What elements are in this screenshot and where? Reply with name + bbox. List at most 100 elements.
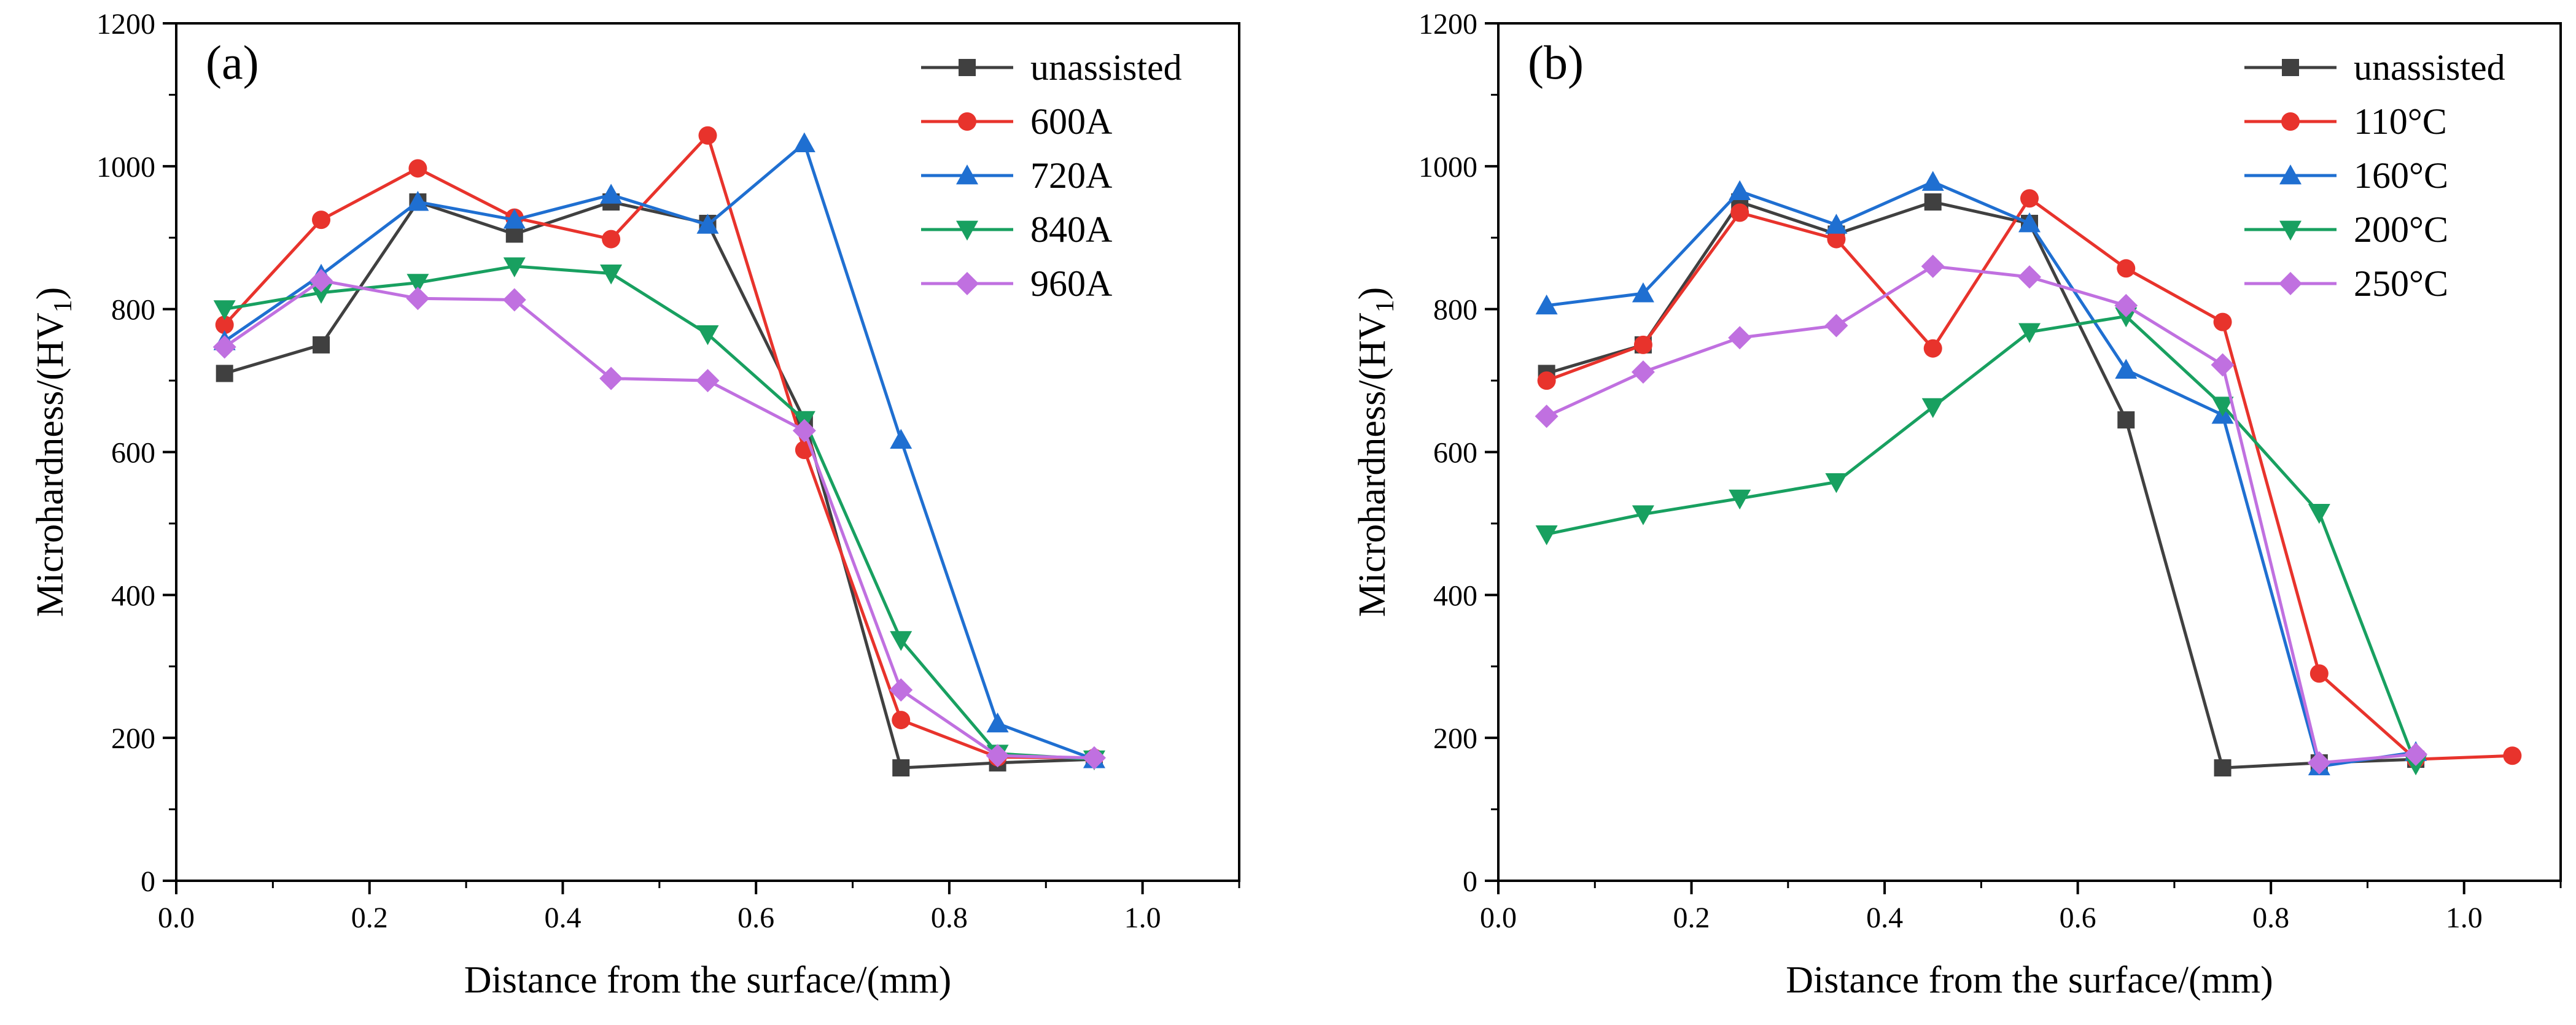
data-point [1632,282,1654,303]
legend-marker [956,164,978,185]
data-point [2404,742,2428,766]
data-point [2309,664,2329,683]
panel-b: 0.0 0.2 0.4 0.6 0.8 1.0 0 200 400 600 800 1000 1200 D… [1352,8,2562,1001]
legend-marker [2279,220,2302,241]
data-point [1921,398,1944,419]
y-tick-label: 0 [141,865,155,898]
data-point [892,711,911,730]
data-point [889,678,913,702]
panel-a: 0.0 0.2 0.4 0.6 0.8 1.0 0 200 400 600 800 1000 1200 D… [29,8,1240,1001]
series-110-c [1537,189,2522,769]
data-point [2117,411,2135,429]
legend-label: 110°C [2354,101,2447,142]
y-tick-label: 800 [1433,294,1477,327]
data-point [599,366,623,390]
data-point [2114,293,2138,317]
series-200-c [1535,307,2427,776]
y-axis-title: Microhardness/(HV1) [1352,287,1399,617]
data-point [213,300,236,320]
y-tick-label: 600 [111,437,155,470]
data-point [1082,746,1106,770]
data-point [215,315,234,335]
y-tick-label: 1200 [1418,8,1477,41]
legend-label: 720A [1030,155,1112,196]
data-point [1729,180,1751,200]
data-point [1633,335,1652,354]
data-point [309,269,333,293]
series-line [224,142,1095,761]
data-point [1535,404,1558,428]
series-line [1546,265,2416,765]
x-tick-label: 0.4 [1866,902,1903,934]
data-point [2213,312,2232,331]
data-point [1535,525,1558,546]
data-point [2211,396,2234,417]
data-point [1825,214,1848,234]
y-tick-label: 200 [111,722,155,755]
legend-label: unassisted [1030,47,1182,88]
legend-marker [2281,112,2300,131]
data-point [696,214,719,234]
data-point [407,274,429,294]
data-point [986,712,1009,733]
data-point [2214,759,2232,777]
legend-marker [955,272,979,295]
x-axis-title: Distance from the surface/(mm) [464,959,952,1001]
series-960a [212,269,1106,770]
y-axis-title-subscript: 1 [1371,300,1399,312]
data-point [312,211,331,230]
y-tick-label: 600 [1433,437,1477,470]
series-line [224,200,1095,770]
data-point [2020,189,2039,208]
data-point [2307,751,2331,775]
data-point [1825,473,1848,493]
data-point [2018,212,2041,233]
x-tick-label: 0.0 [1480,902,1517,934]
data-point [698,126,717,145]
legend-label: 600A [1030,101,1112,142]
y-tick-label: 800 [111,294,155,327]
data-point [2211,353,2235,377]
x-tick-label: 1.0 [2446,902,2483,934]
legend-marker [956,220,978,241]
data-point [1632,505,1654,525]
data-point [2018,323,2041,343]
y-tick-label: 0 [1463,865,1477,898]
plot-frame [175,22,1240,882]
data-point [1535,294,1558,315]
data-point [1827,230,1846,249]
data-point [600,265,623,285]
y-tick-label: 1000 [1418,151,1477,184]
y-tick-label: 1000 [96,151,155,184]
series-line [224,279,1095,760]
y-tick-label: 400 [111,579,155,612]
y-tick-label: 1200 [96,8,155,41]
data-point [502,288,526,312]
legend-marker [2279,164,2302,185]
x-axis-title: Distance from the surface/(mm) [1786,959,2273,1001]
legend-label: 840A [1030,209,1112,250]
legend-marker [2279,272,2302,295]
x-tick-label: 0.2 [351,902,388,934]
x-tick-label: 1.0 [1124,902,1161,934]
legend-label: 960A [1030,263,1112,304]
data-point [406,287,430,311]
x-tick-label: 0.2 [1673,902,1710,934]
data-point [792,419,816,443]
x-tick-label: 0.8 [931,902,968,934]
series-line [1546,314,2418,765]
data-point [696,325,719,346]
x-tick-label: 0.0 [158,902,195,934]
y-axis-title-close: ) [29,287,71,300]
legend-marker [959,59,976,76]
x-tick-label: 0.8 [2252,902,2289,934]
legend-label: 160°C [2354,155,2448,196]
data-point [986,744,1010,768]
y-axis-title-subscript: 1 [49,300,77,312]
data-point [890,428,912,449]
data-point [892,759,910,777]
data-point [1824,314,1848,338]
data-point [793,132,815,152]
y-tick-label: 200 [1433,722,1477,755]
